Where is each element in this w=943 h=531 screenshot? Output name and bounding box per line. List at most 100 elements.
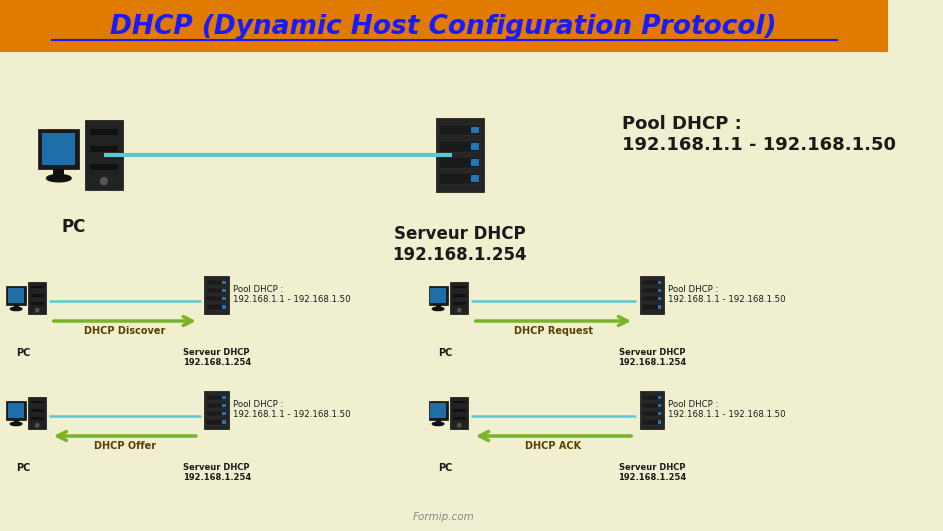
FancyBboxPatch shape [223,297,226,301]
Text: PC: PC [438,348,453,358]
FancyBboxPatch shape [439,157,480,168]
FancyBboxPatch shape [31,409,43,412]
FancyBboxPatch shape [439,125,480,135]
Ellipse shape [432,307,444,311]
Ellipse shape [10,307,22,311]
FancyBboxPatch shape [436,305,440,308]
Text: DHCP Offer: DHCP Offer [93,441,156,451]
FancyBboxPatch shape [472,175,479,182]
FancyBboxPatch shape [641,395,662,400]
FancyBboxPatch shape [207,304,227,310]
FancyBboxPatch shape [453,417,466,420]
FancyBboxPatch shape [453,294,466,297]
FancyBboxPatch shape [207,403,227,408]
FancyBboxPatch shape [453,409,466,412]
FancyBboxPatch shape [85,120,123,190]
Text: Pool DHCP :
192.168.1.1 - 192.168.1.50: Pool DHCP : 192.168.1.1 - 192.168.1.50 [621,115,896,154]
FancyBboxPatch shape [428,286,448,305]
FancyBboxPatch shape [657,412,661,415]
FancyBboxPatch shape [657,297,661,301]
FancyBboxPatch shape [657,420,661,424]
FancyBboxPatch shape [207,411,227,416]
FancyBboxPatch shape [207,296,227,302]
FancyBboxPatch shape [641,288,662,293]
Text: PC: PC [16,348,31,358]
Text: DHCP (Dynamic Host Configuration Protocol): DHCP (Dynamic Host Configuration Protoco… [110,14,777,40]
FancyBboxPatch shape [207,419,227,425]
Circle shape [36,424,39,427]
FancyBboxPatch shape [31,302,43,305]
FancyBboxPatch shape [439,141,480,152]
FancyBboxPatch shape [439,173,480,184]
FancyBboxPatch shape [207,280,227,285]
Text: DHCP Request: DHCP Request [514,326,593,336]
FancyBboxPatch shape [641,403,662,408]
Text: Serveur DHCP
192.168.1.254: Serveur DHCP 192.168.1.254 [183,348,251,367]
FancyBboxPatch shape [91,147,118,152]
FancyBboxPatch shape [657,289,661,292]
FancyBboxPatch shape [31,401,43,404]
Text: Pool DHCP :
192.168.1.1 - 192.168.1.50: Pool DHCP : 192.168.1.1 - 192.168.1.50 [668,285,786,304]
Circle shape [101,177,108,185]
FancyBboxPatch shape [223,289,226,292]
Text: Pool DHCP :
192.168.1.1 - 192.168.1.50: Pool DHCP : 192.168.1.1 - 192.168.1.50 [233,285,350,304]
FancyBboxPatch shape [205,276,229,314]
FancyBboxPatch shape [472,127,479,133]
Text: Serveur DHCP
192.168.1.254: Serveur DHCP 192.168.1.254 [183,463,251,482]
FancyBboxPatch shape [223,412,226,415]
FancyBboxPatch shape [472,143,479,150]
FancyBboxPatch shape [451,397,469,430]
FancyBboxPatch shape [436,420,440,423]
FancyBboxPatch shape [91,129,118,135]
FancyBboxPatch shape [31,294,43,297]
FancyBboxPatch shape [453,302,466,305]
FancyBboxPatch shape [641,411,662,416]
Text: Formip.com: Formip.com [413,512,474,522]
Circle shape [457,309,461,312]
Text: PC: PC [438,463,453,473]
FancyBboxPatch shape [436,118,484,192]
FancyBboxPatch shape [28,281,46,314]
FancyBboxPatch shape [13,305,19,308]
Text: DHCP Discover: DHCP Discover [84,326,166,336]
FancyBboxPatch shape [641,419,662,425]
Ellipse shape [46,175,71,182]
FancyBboxPatch shape [451,281,469,314]
FancyBboxPatch shape [639,276,664,314]
FancyBboxPatch shape [13,420,19,423]
FancyBboxPatch shape [39,129,79,169]
FancyBboxPatch shape [223,281,226,284]
FancyBboxPatch shape [0,0,888,52]
FancyBboxPatch shape [223,305,226,309]
FancyBboxPatch shape [207,288,227,293]
FancyBboxPatch shape [657,396,661,399]
Ellipse shape [10,422,22,425]
Text: PC: PC [61,218,86,236]
FancyBboxPatch shape [657,281,661,284]
FancyBboxPatch shape [657,404,661,407]
FancyBboxPatch shape [54,169,64,177]
Ellipse shape [432,422,444,425]
FancyBboxPatch shape [430,403,446,418]
FancyBboxPatch shape [7,401,25,420]
FancyBboxPatch shape [639,391,664,429]
Text: Serveur DHCP
192.168.1.254: Serveur DHCP 192.168.1.254 [618,463,686,482]
Text: Serveur DHCP
192.168.1.254: Serveur DHCP 192.168.1.254 [618,348,686,367]
FancyBboxPatch shape [8,288,24,303]
Text: PC: PC [16,463,31,473]
FancyBboxPatch shape [205,391,229,429]
FancyBboxPatch shape [641,280,662,285]
Text: DHCP ACK: DHCP ACK [525,441,582,451]
FancyBboxPatch shape [641,304,662,310]
FancyBboxPatch shape [223,404,226,407]
Text: Pool DHCP :
192.168.1.1 - 192.168.1.50: Pool DHCP : 192.168.1.1 - 192.168.1.50 [233,400,350,419]
FancyBboxPatch shape [31,286,43,288]
FancyBboxPatch shape [223,420,226,424]
FancyBboxPatch shape [641,296,662,302]
FancyBboxPatch shape [28,397,46,430]
FancyBboxPatch shape [223,396,226,399]
Text: Pool DHCP :
192.168.1.1 - 192.168.1.50: Pool DHCP : 192.168.1.1 - 192.168.1.50 [668,400,786,419]
FancyBboxPatch shape [8,403,24,418]
FancyBboxPatch shape [31,417,43,420]
FancyBboxPatch shape [7,286,25,305]
